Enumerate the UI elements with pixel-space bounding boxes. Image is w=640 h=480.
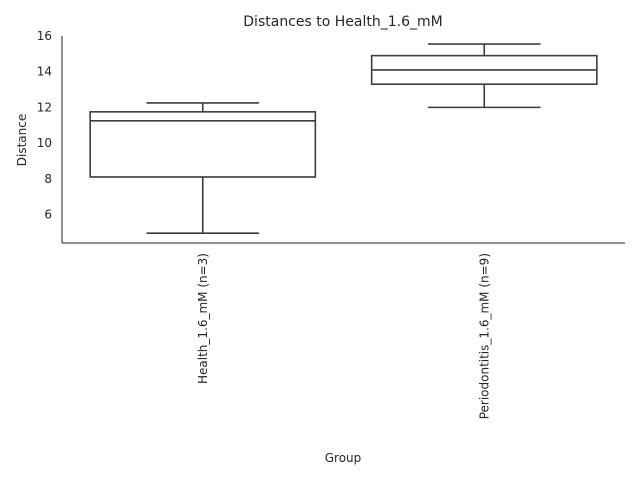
x-tick-label: Periodontitis_1.6_mM (n=9) xyxy=(477,253,491,419)
x-axis-ticks: Health_1.6_mM (n=3) Periodontitis_1.6_mM … xyxy=(196,253,492,419)
y-tick-label: 12 xyxy=(37,100,52,114)
y-tick-label: 16 xyxy=(37,29,52,43)
chart-title: Distances to Health_1.6_mM xyxy=(243,14,442,30)
x-axis-label: Group xyxy=(325,451,362,465)
y-tick-label: 10 xyxy=(37,136,52,150)
y-tick-label: 14 xyxy=(37,65,52,79)
x-tick-label: Health_1.6_mM (n=3) xyxy=(196,253,210,384)
y-axis-ticks: 6 8 10 12 14 16 xyxy=(37,29,52,221)
y-axis-label: Distance xyxy=(15,114,29,166)
boxes-group xyxy=(89,43,598,234)
y-tick-label: 6 xyxy=(44,207,52,221)
y-tick-label: 8 xyxy=(44,172,52,186)
box-iqr xyxy=(89,111,317,178)
